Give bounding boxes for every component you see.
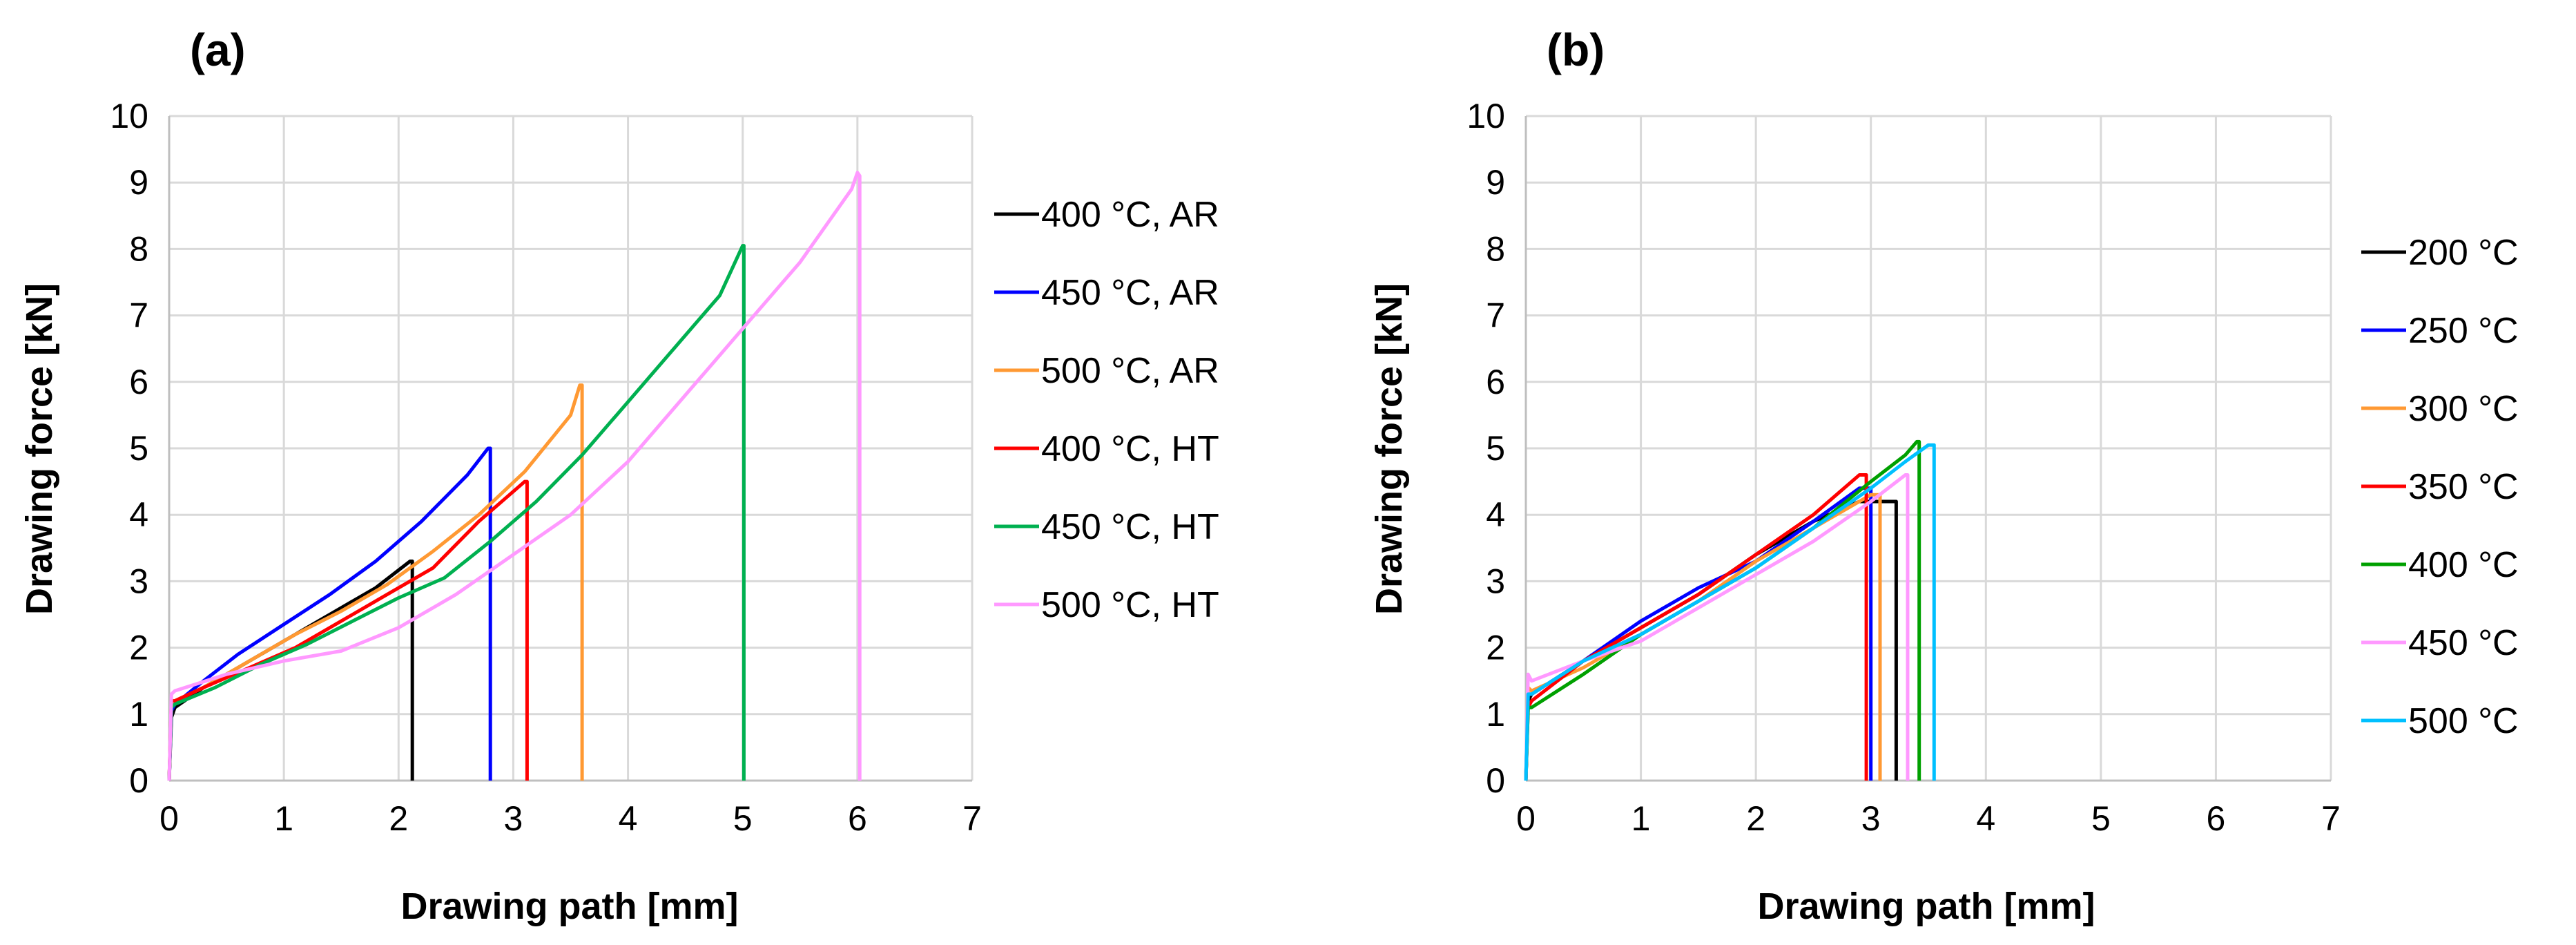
series-line-b-5 <box>1524 473 1910 781</box>
y-tick-label-b-10: 10 <box>1466 97 1505 135</box>
chart-panel-a: (a) Drawing path [mm] Drawing force [kN]… <box>19 24 1219 927</box>
legend-label-a-0: 400 °C, AR <box>1041 195 1219 235</box>
series-line-a-3 <box>167 479 529 781</box>
x-tick-label-a-0: 0 <box>159 799 179 838</box>
y-tick-label-a-1: 1 <box>129 695 148 734</box>
chart-panel-b: (b) Drawing path [mm] Drawing force [kN]… <box>1368 24 2519 927</box>
y-tick-label-a-5: 5 <box>129 429 148 468</box>
y-axis-title-b: Drawing force [kN] <box>1368 283 1410 615</box>
y-tick-label-a-3: 3 <box>129 562 148 600</box>
y-tick-label-b-8: 8 <box>1486 229 1505 268</box>
legend-label-a-5: 500 °C, HT <box>1041 585 1219 625</box>
y-tick-label-b-0: 0 <box>1486 761 1505 800</box>
series-line-a-0 <box>167 560 414 781</box>
y-tick-label-a-8: 8 <box>129 229 148 268</box>
y-tick-label-a-7: 7 <box>129 296 148 335</box>
panel-label-b: (b) <box>1547 24 1605 75</box>
x-tick-label-a-3: 3 <box>504 799 523 838</box>
series-line-b-3 <box>1524 473 1868 781</box>
x-tick-label-b-3: 3 <box>1861 799 1881 838</box>
y-tick-label-b-9: 9 <box>1486 163 1505 202</box>
y-tick-label-a-6: 6 <box>129 363 148 401</box>
legend-label-b-5: 450 °C <box>2408 623 2519 663</box>
series-line-b-2 <box>1524 493 1882 781</box>
legend-label-b-0: 200 °C <box>2408 233 2519 273</box>
x-tick-label-a-6: 6 <box>848 799 867 838</box>
x-tick-label-a-2: 2 <box>389 799 408 838</box>
panel-label-a: (a) <box>190 24 246 75</box>
x-tick-label-b-1: 1 <box>1631 799 1651 838</box>
y-tick-label-a-0: 0 <box>129 761 148 800</box>
y-tick-label-b-5: 5 <box>1486 429 1505 468</box>
x-tick-label-a-5: 5 <box>733 799 753 838</box>
legend-label-a-2: 500 °C, AR <box>1041 351 1219 391</box>
series-line-b-4 <box>1524 439 1921 781</box>
y-tick-label-b-7: 7 <box>1486 296 1505 335</box>
x-axis-title-b: Drawing path [mm] <box>1757 886 2095 927</box>
legend-label-b-4: 400 °C <box>2408 545 2519 585</box>
legend-label-a-3: 400 °C, HT <box>1041 429 1219 469</box>
x-tick-label-b-7: 7 <box>2321 799 2341 838</box>
legend-label-a-1: 450 °C, AR <box>1041 273 1219 313</box>
y-tick-label-a-10: 10 <box>110 97 148 135</box>
series-line-b-1 <box>1524 486 1873 781</box>
y-tick-label-b-4: 4 <box>1486 495 1505 534</box>
legend-label-a-4: 450 °C, HT <box>1041 507 1219 547</box>
y-tick-label-b-3: 3 <box>1486 562 1505 600</box>
y-tick-label-a-9: 9 <box>129 163 148 202</box>
x-tick-label-a-1: 1 <box>274 799 293 838</box>
y-tick-label-b-6: 6 <box>1486 363 1505 401</box>
y-axis-title-a: Drawing force [kN] <box>19 283 60 615</box>
series-line-b-0 <box>1524 499 1898 781</box>
series-line-a-4 <box>167 244 746 781</box>
x-tick-label-b-5: 5 <box>2091 799 2111 838</box>
series-line-a-2 <box>167 383 584 781</box>
x-tick-label-b-6: 6 <box>2207 799 2226 838</box>
x-tick-label-a-7: 7 <box>962 799 982 838</box>
y-tick-label-a-2: 2 <box>129 629 148 667</box>
legend-label-b-6: 500 °C <box>2408 701 2519 741</box>
x-tick-label-b-2: 2 <box>1746 799 1765 838</box>
x-tick-label-b-0: 0 <box>1516 799 1536 838</box>
x-axis-title-a: Drawing path [mm] <box>400 886 738 927</box>
legend-label-b-1: 250 °C <box>2408 311 2519 351</box>
y-tick-label-a-4: 4 <box>129 495 148 534</box>
y-tick-label-b-2: 2 <box>1486 629 1505 667</box>
x-tick-label-b-4: 4 <box>1976 799 1995 838</box>
series-line-b-6 <box>1524 443 1936 781</box>
legend-label-b-3: 350 °C <box>2408 467 2519 507</box>
x-tick-label-a-4: 4 <box>619 799 638 838</box>
legend-label-b-2: 300 °C <box>2408 389 2519 429</box>
series-line-a-5 <box>167 171 862 781</box>
y-tick-label-b-1: 1 <box>1486 695 1505 734</box>
